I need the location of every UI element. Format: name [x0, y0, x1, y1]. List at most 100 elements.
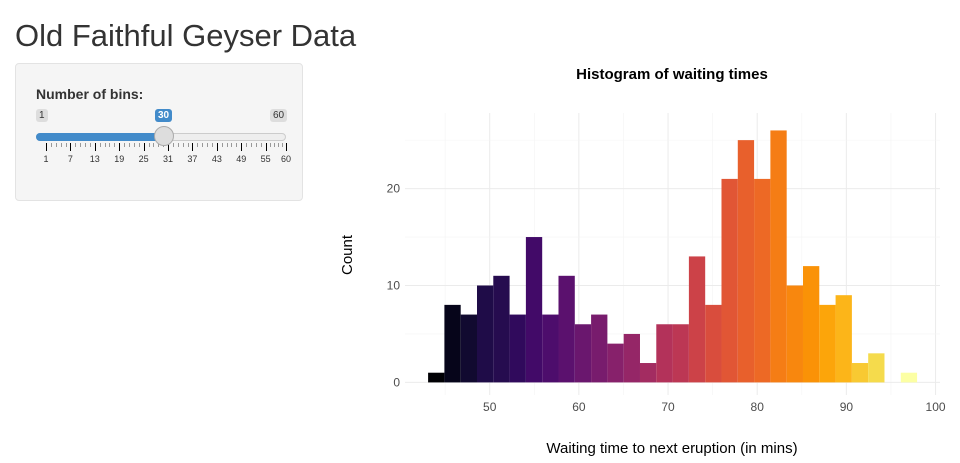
slider-minor-tick [260, 143, 262, 147]
slider-minor-tick [207, 143, 209, 147]
slider-minor-tick [182, 143, 184, 147]
y-axis-label: Count [339, 234, 356, 275]
slider-minor-tick [221, 143, 223, 147]
slider-minor-tick [114, 143, 116, 147]
slider-minor-tick [128, 143, 130, 147]
histogram-bar [460, 314, 477, 383]
slider-minor-tick [109, 143, 111, 147]
histogram-bar [721, 178, 738, 383]
slider-minor-tick [251, 143, 253, 147]
slider-minor-tick [148, 143, 150, 147]
bins-label: Number of bins: [36, 86, 144, 102]
slider-minor-tick [104, 143, 106, 147]
histogram-bar [786, 285, 803, 383]
slider-fill [36, 133, 164, 141]
slider-tick [70, 143, 72, 151]
y-tick-label: 10 [387, 278, 401, 292]
histogram-bar [428, 372, 445, 383]
slider-value-label: 30 [154, 109, 173, 122]
slider-minor-tick [197, 143, 199, 147]
slider-minor-tick [124, 143, 126, 147]
slider-minor-tick [55, 143, 57, 147]
histogram-bar [672, 324, 689, 383]
x-tick-label: 100 [926, 400, 946, 414]
slider-tick-label: 60 [280, 154, 292, 164]
slider-tick [265, 143, 267, 151]
slider-tick [143, 143, 145, 151]
slider-minor-tick [153, 143, 155, 147]
slider-tick [168, 143, 170, 151]
slider-minor-tick [273, 143, 275, 147]
histogram-bar [493, 275, 510, 383]
histogram-bar [688, 256, 706, 383]
slider-tick-label: 31 [163, 154, 174, 164]
histogram-bar [623, 333, 640, 383]
histogram-bar [770, 130, 787, 383]
slider-tick [46, 143, 47, 151]
x-tick-label: 80 [751, 400, 765, 414]
slider-minor-tick [269, 143, 271, 147]
slider-minor-tick [85, 143, 87, 147]
slider-minor-tick [277, 143, 279, 147]
slider-minor-tick [75, 143, 77, 147]
x-tick-label: 60 [572, 400, 586, 414]
slider-minor-tick [255, 143, 257, 147]
slider-minor-tick [281, 143, 283, 147]
histogram-bar [476, 285, 494, 383]
histogram-bar [558, 275, 575, 383]
slider-tick-label: 19 [114, 154, 125, 164]
histogram-bar [835, 295, 852, 383]
histogram-bar [542, 314, 559, 383]
histogram-bar [802, 266, 820, 383]
slider-minor-tick [99, 143, 101, 147]
slider-minor-tick [89, 143, 91, 147]
slider-tick [192, 143, 194, 151]
histogram-bar [525, 237, 543, 383]
slider-tick-label: 13 [89, 154, 100, 164]
slider-tick [94, 143, 96, 151]
slider-tick-label: 25 [138, 154, 149, 164]
slider-tick-label: 43 [211, 154, 222, 164]
y-tick-label: 20 [387, 182, 401, 196]
x-axis-label: Waiting time to next eruption (in mins) [546, 440, 797, 457]
chart-title: Histogram of waiting times [576, 66, 768, 83]
slider-minor-tick [202, 143, 204, 147]
y-tick-label: 0 [393, 375, 400, 389]
slider-tick-label: 37 [187, 154, 198, 164]
histogram-bar [754, 178, 771, 383]
slider-minor-tick [177, 143, 179, 147]
slider-tick-label: 1 [43, 154, 49, 164]
slider-tick-label: 7 [67, 154, 73, 164]
histogram-bar [819, 304, 836, 383]
histogram-bar [639, 363, 657, 383]
slider-minor-tick [236, 143, 238, 147]
histogram-bar [851, 363, 869, 383]
slider-tick-label: 55 [260, 154, 271, 164]
slider-tick [241, 143, 243, 151]
x-tick-label: 50 [483, 400, 497, 414]
histogram-bar [444, 304, 461, 383]
slider-tick [286, 143, 287, 151]
slider-minor-tick [138, 143, 140, 147]
sidebar-panel: Number of bins: 1 60 30 1 7 13 19 25 31 37 43 49… [15, 63, 303, 201]
slider-minor-tick [60, 143, 62, 147]
histogram-bar [574, 324, 592, 383]
slider-tick [119, 143, 121, 151]
histogram-bar [737, 140, 755, 383]
histogram-bar [656, 324, 673, 383]
histogram-bar [607, 343, 624, 383]
slider-minor-tick [133, 143, 135, 147]
slider-min-label: 1 [36, 109, 48, 122]
slider-tick-label: 49 [236, 154, 247, 164]
slider-handle[interactable] [153, 126, 174, 146]
slider-max-label: 60 [270, 109, 288, 122]
slider-minor-tick [211, 143, 213, 147]
slider-minor-tick [231, 143, 233, 147]
slider-minor-tick [246, 143, 248, 147]
slider-minor-tick [226, 143, 228, 147]
histogram-bar [591, 314, 608, 383]
slider-minor-tick [65, 143, 67, 147]
slider-minor-tick [50, 143, 52, 147]
slider-tick [216, 143, 218, 151]
x-tick-label: 70 [661, 400, 675, 414]
